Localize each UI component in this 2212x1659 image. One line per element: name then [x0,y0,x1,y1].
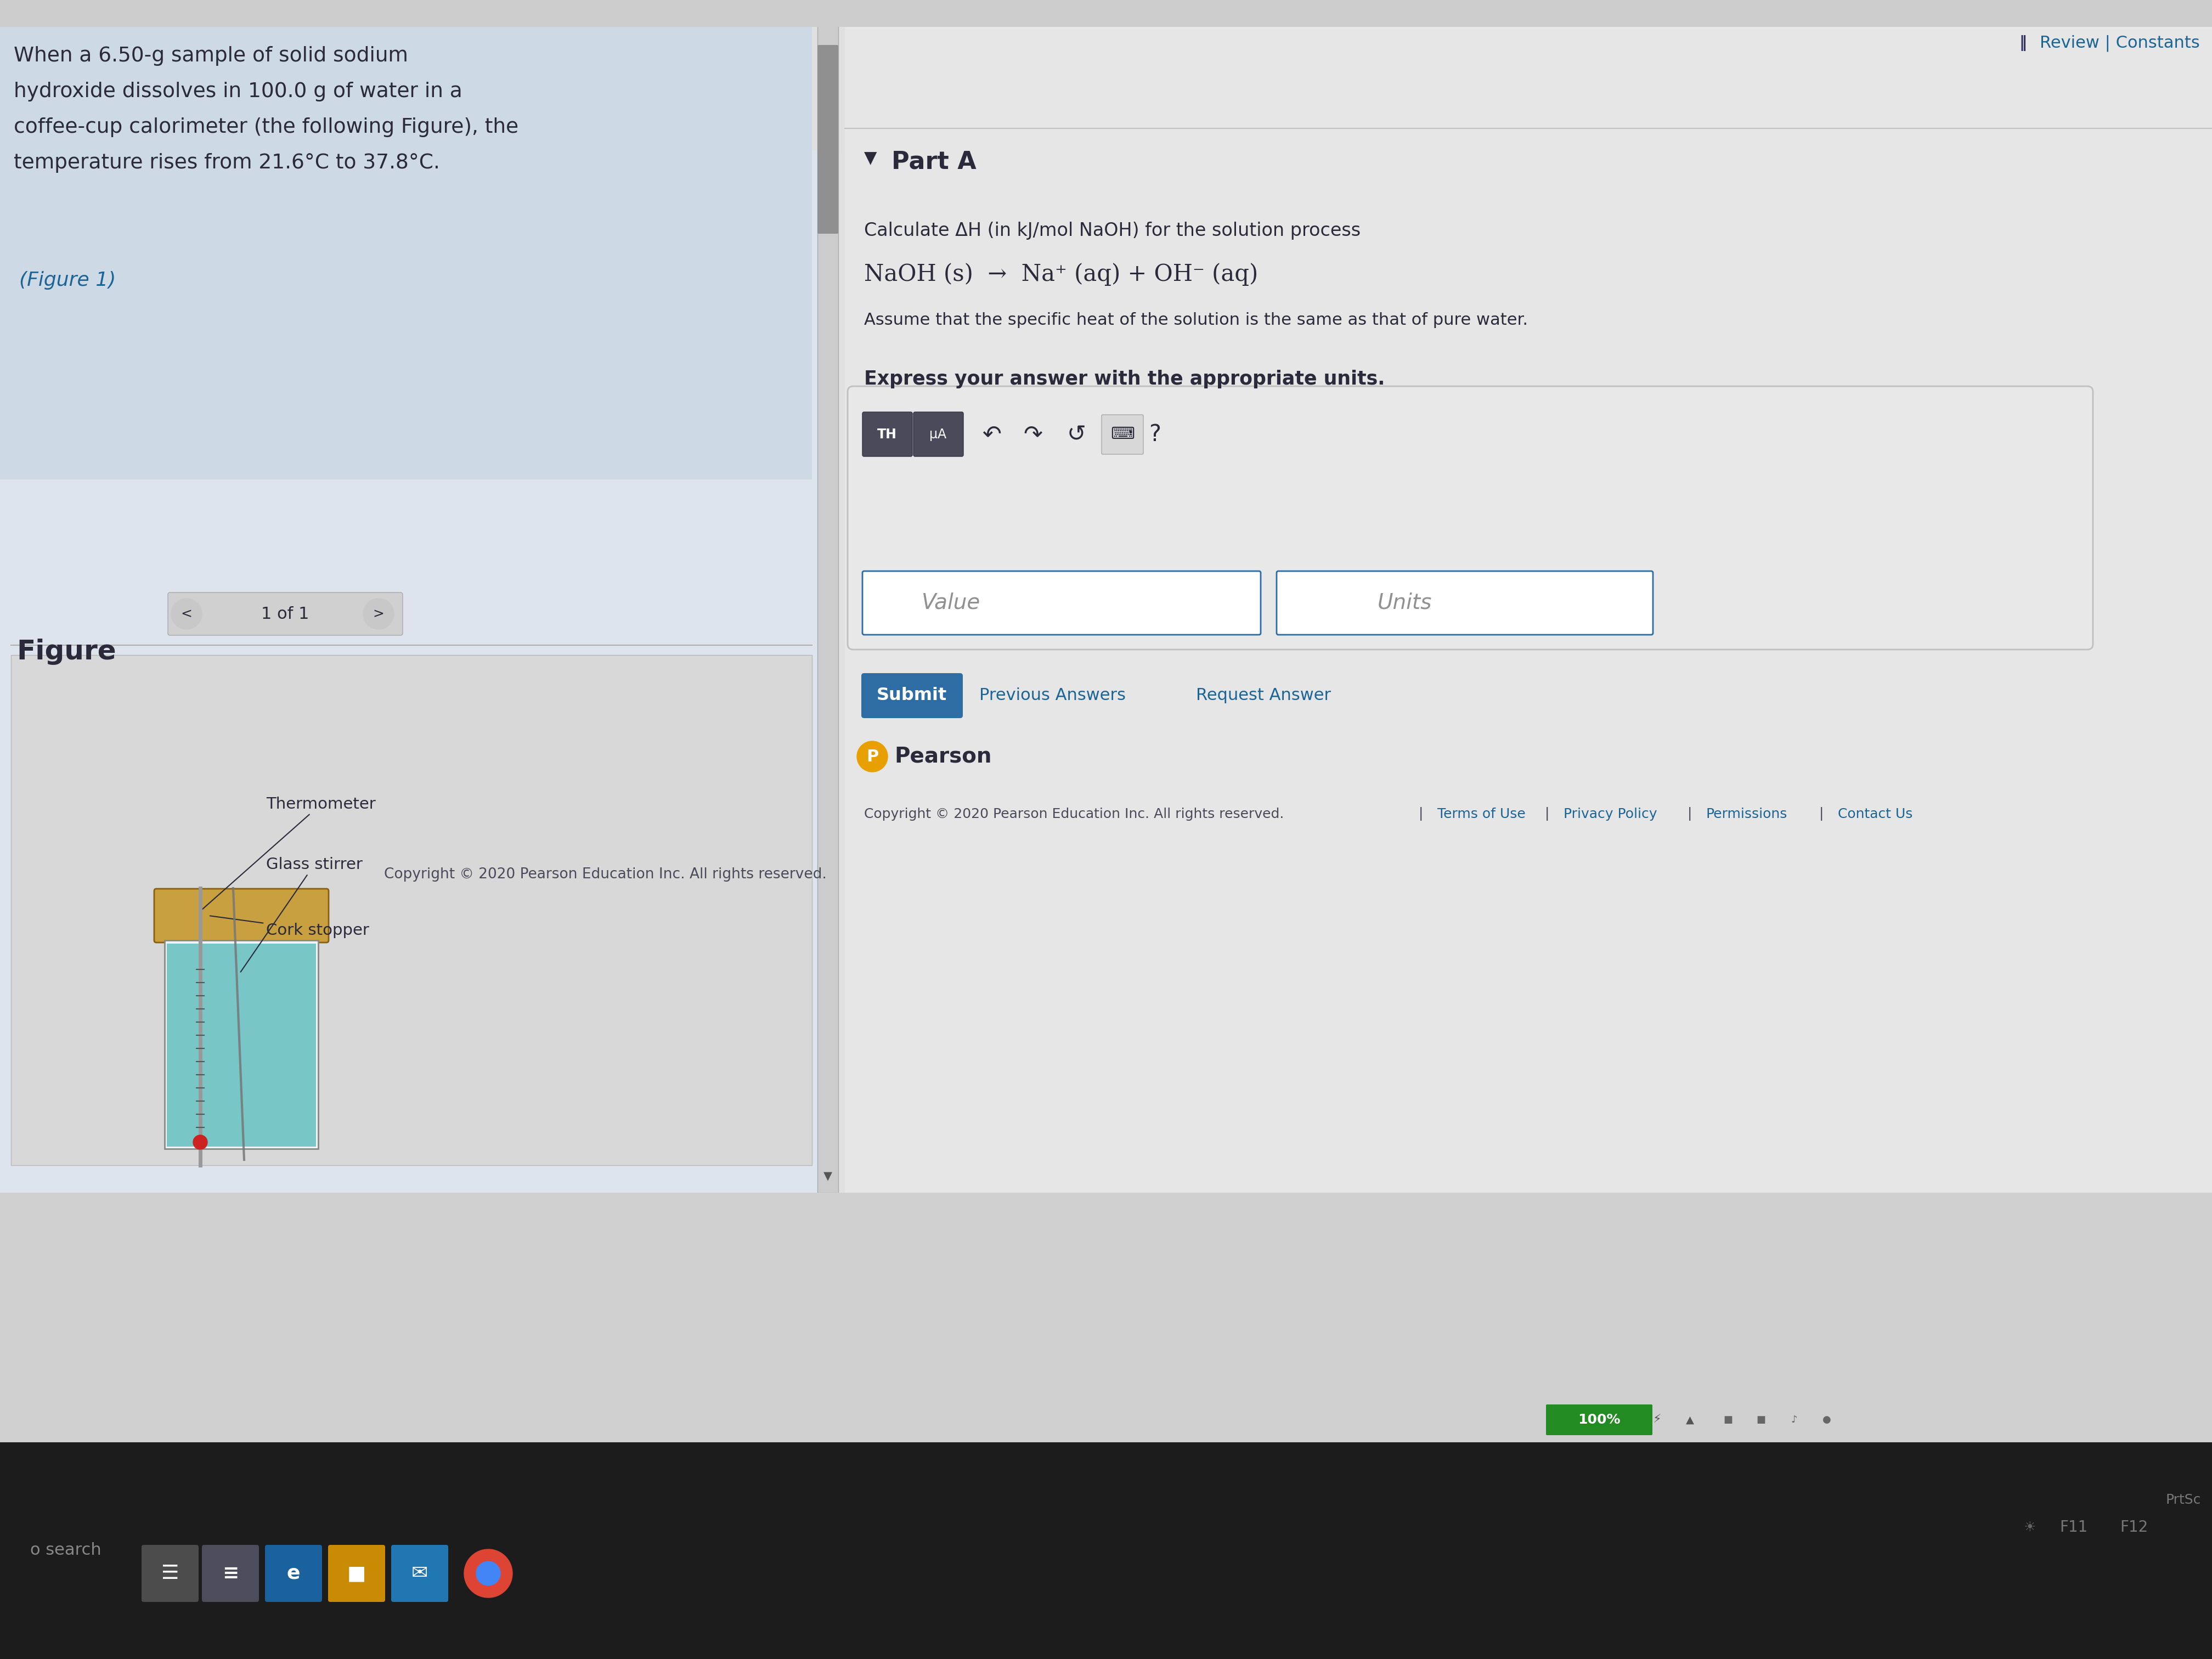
FancyBboxPatch shape [845,0,2212,1193]
FancyBboxPatch shape [914,411,964,456]
Text: Figure: Figure [15,639,115,665]
Text: |: | [1544,808,1548,821]
FancyBboxPatch shape [1276,571,1652,635]
Text: |: | [1818,808,1823,821]
Text: TH: TH [878,428,896,441]
Text: temperature rises from 21.6°C to 37.8°C.: temperature rises from 21.6°C to 37.8°C. [13,153,440,173]
Text: When a 6.50-g sample of solid sodium: When a 6.50-g sample of solid sodium [13,46,407,66]
FancyBboxPatch shape [847,387,2093,650]
Circle shape [856,742,887,771]
FancyBboxPatch shape [327,1545,385,1603]
Text: F11: F11 [2059,1520,2088,1535]
Text: Copyright © 2020 Pearson Education Inc. All rights reserved.: Copyright © 2020 Pearson Education Inc. … [385,868,827,881]
Text: ?: ? [1148,423,1161,446]
Circle shape [363,599,394,629]
FancyBboxPatch shape [0,1193,2212,1442]
Text: Part A: Part A [891,151,975,174]
Text: ↺: ↺ [1066,423,1086,446]
Text: ▼: ▼ [865,151,876,166]
FancyBboxPatch shape [863,571,1261,635]
Text: μA: μA [929,428,947,441]
Text: Cork stopper: Cork stopper [210,916,369,937]
Text: Contact Us: Contact Us [1838,808,1913,821]
Text: NaOH (s)  →  Na⁺ (aq) + OH⁻ (aq): NaOH (s) → Na⁺ (aq) + OH⁻ (aq) [865,262,1259,285]
Text: ≡: ≡ [221,1564,239,1583]
Text: Units: Units [1378,592,1431,614]
Text: ■: ■ [347,1564,365,1583]
Text: >: > [374,607,385,620]
Text: hydroxide dissolves in 100.0 g of water in a: hydroxide dissolves in 100.0 g of water … [13,81,462,101]
FancyBboxPatch shape [860,674,962,718]
Text: Request Answer: Request Answer [1197,688,1332,703]
Text: Value: Value [922,592,980,614]
FancyBboxPatch shape [863,411,911,456]
Text: ●: ● [482,1568,493,1579]
Text: ↷: ↷ [1024,423,1042,446]
Text: Review | Constants: Review | Constants [2039,35,2201,51]
Text: ⚡: ⚡ [1652,1415,1661,1425]
Text: 100%: 100% [1577,1413,1621,1427]
Text: 1 of 1: 1 of 1 [261,606,310,622]
FancyBboxPatch shape [0,0,812,479]
Text: Submit: Submit [876,687,947,703]
Circle shape [476,1561,500,1586]
FancyBboxPatch shape [1102,415,1144,455]
Circle shape [192,1135,208,1150]
FancyBboxPatch shape [818,45,838,234]
Text: <: < [181,607,192,620]
FancyBboxPatch shape [265,1545,323,1603]
Text: F12: F12 [2119,1520,2148,1535]
Text: |: | [1688,808,1692,821]
FancyBboxPatch shape [818,0,838,1193]
Text: Express your answer with the appropriate units.: Express your answer with the appropriate… [865,370,1385,388]
Circle shape [170,599,201,629]
Text: Permissions: Permissions [1705,808,1787,821]
Text: ⌨: ⌨ [1110,426,1135,443]
FancyBboxPatch shape [0,1442,2212,1659]
FancyBboxPatch shape [0,0,2212,27]
FancyBboxPatch shape [1546,1405,1652,1435]
Text: ♪: ♪ [1792,1415,1796,1425]
FancyBboxPatch shape [0,151,838,1193]
Text: Pearson: Pearson [894,747,991,766]
FancyBboxPatch shape [164,941,319,1148]
Text: |: | [1418,808,1422,821]
Text: Copyright © 2020 Pearson Education Inc. All rights reserved.: Copyright © 2020 Pearson Education Inc. … [865,808,1283,821]
Text: Calculate ΔH (in kJ/mol NaOH) for the solution process: Calculate ΔH (in kJ/mol NaOH) for the so… [865,222,1360,241]
FancyBboxPatch shape [201,1545,259,1603]
Text: o search: o search [31,1543,102,1558]
FancyBboxPatch shape [11,655,812,1165]
FancyBboxPatch shape [155,889,330,942]
FancyBboxPatch shape [166,944,316,1146]
Text: ↶: ↶ [982,423,1002,446]
Text: ●: ● [1823,1415,1832,1425]
FancyBboxPatch shape [142,1545,199,1603]
Text: Assume that the specific heat of the solution is the same as that of pure water.: Assume that the specific heat of the sol… [865,312,1528,328]
Text: Terms of Use: Terms of Use [1438,808,1526,821]
Text: ‖: ‖ [2020,35,2026,51]
Text: P: P [867,748,878,765]
Text: Previous Answers: Previous Answers [980,688,1126,703]
Text: e: e [288,1564,301,1583]
Text: PrtSc: PrtSc [2166,1493,2201,1506]
Text: Glass stirrer: Glass stirrer [241,858,363,972]
FancyBboxPatch shape [392,1545,449,1603]
Text: ▲: ▲ [1686,1415,1694,1425]
Text: ▼: ▼ [823,1171,832,1181]
Text: ■: ■ [1756,1415,1765,1425]
Text: (Figure 1): (Figure 1) [20,270,115,290]
Text: coffee-cup calorimeter (the following Figure), the: coffee-cup calorimeter (the following Fi… [13,118,518,138]
Circle shape [465,1550,513,1598]
Text: ■: ■ [1723,1415,1732,1425]
FancyBboxPatch shape [168,592,403,635]
Text: ☰: ☰ [161,1564,179,1583]
Text: Thermometer: Thermometer [204,796,376,909]
Text: Privacy Policy: Privacy Policy [1564,808,1657,821]
Text: ☀: ☀ [2024,1521,2035,1535]
Text: ✉: ✉ [411,1564,427,1583]
FancyBboxPatch shape [0,0,2212,1450]
